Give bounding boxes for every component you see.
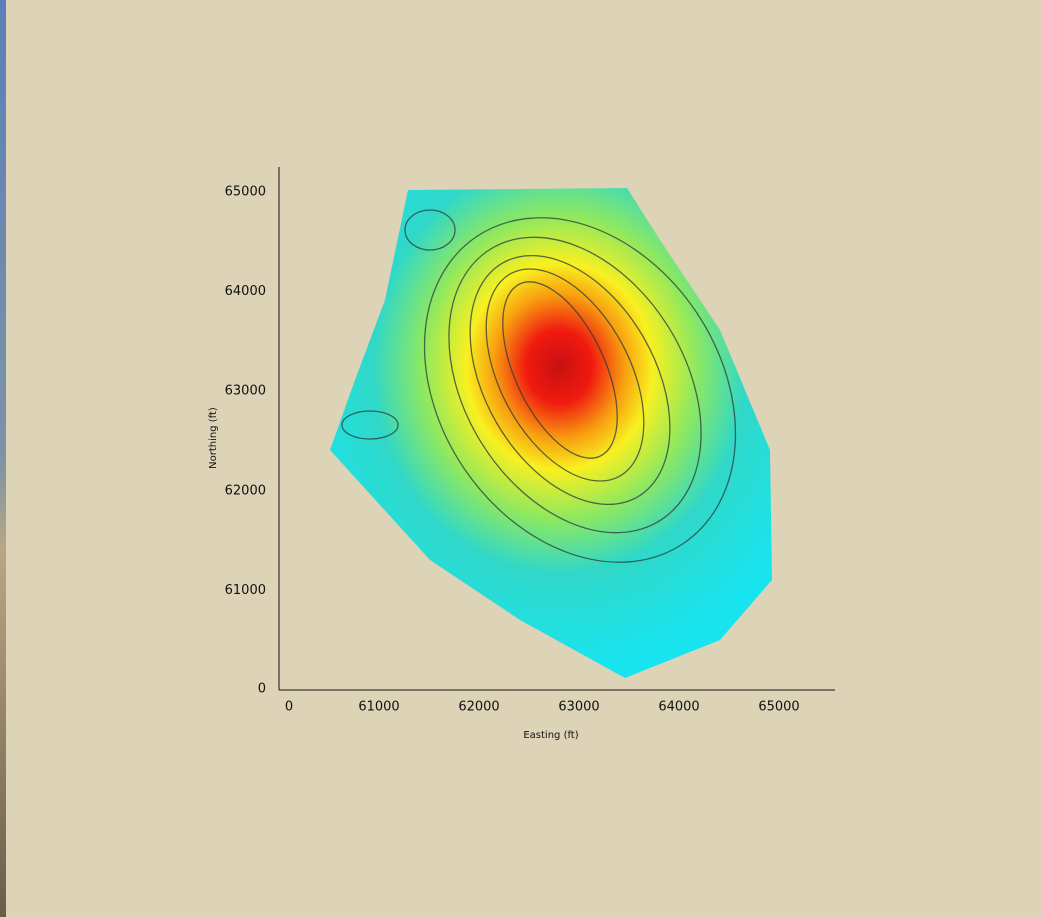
y-tick-label: 62000 [225, 483, 266, 498]
x-tick-label: 65000 [758, 700, 799, 715]
x-tick-label: 61000 [358, 700, 399, 715]
x-tick-label: 62000 [458, 700, 499, 715]
x-axis-label: Easting (ft) [523, 730, 578, 741]
y-axis-label: Northing (ft) [208, 407, 219, 469]
x-tick-label: 64000 [658, 700, 699, 715]
contour-map [330, 188, 772, 678]
y-tick-label: 64000 [225, 284, 266, 299]
y-tick-label: 0 [258, 682, 266, 697]
x-tick-label: 0 [285, 700, 293, 715]
y-tick-label: 61000 [225, 583, 266, 598]
contour-lines [341, 209, 737, 563]
contour-fill [330, 188, 772, 678]
y-tick-label: 63000 [225, 384, 266, 399]
photo-edge [0, 0, 6, 917]
x-tick-label: 63000 [558, 700, 599, 715]
y-tick-label: 65000 [225, 184, 266, 199]
